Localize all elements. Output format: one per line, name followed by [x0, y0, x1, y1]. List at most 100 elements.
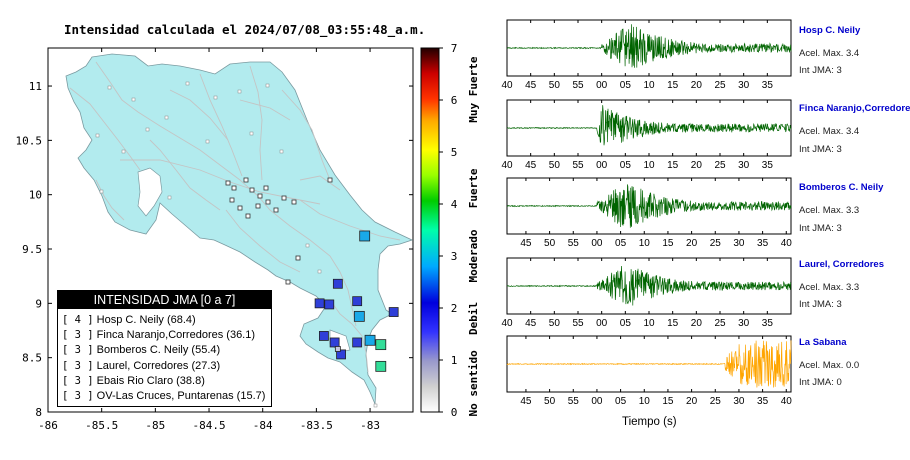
wave-tick-label: 55	[572, 160, 584, 171]
legend-header: INTENSIDAD JMA [0 a 7]	[58, 291, 271, 309]
wave-tick-label: 20	[691, 80, 703, 91]
colorbar-class-labels: No sentido Debil Moderado Fuerte Muy Fuerte	[467, 56, 480, 416]
wave-tick-label: 00	[591, 396, 603, 407]
station-jma: Int JMA: 3	[799, 299, 842, 310]
colorbar-tick-label: 1	[451, 354, 458, 367]
wave-tick-label: 50	[549, 318, 561, 329]
x-tick-label: -84	[253, 419, 273, 432]
intensity-stations[interactable]	[314, 230, 399, 372]
station-marker[interactable]	[352, 296, 363, 307]
station-name: Finca Naranjo,Corredores	[799, 103, 910, 114]
gulf-water	[137, 167, 163, 217]
station-marker[interactable]	[324, 299, 335, 310]
wave-tick-label: 25	[714, 80, 726, 91]
wave-tick-label: 50	[549, 80, 561, 91]
wave-tick-label: 10	[639, 396, 651, 407]
legend-item: [ 3 ] Finca Naranjo,Corredores (36.1)	[62, 329, 256, 342]
map-y-axis: 8 8.5 9 9.5 10 10.5 11	[16, 80, 413, 419]
colorbar-tick-label: 6	[451, 94, 458, 107]
colorbar-tick-label: 7	[451, 42, 458, 55]
wave-tick-label: 55	[568, 396, 580, 407]
seismic-network-sites	[95, 81, 378, 408]
station-marker[interactable]	[318, 331, 329, 341]
wave-tick-label: 05	[620, 318, 632, 329]
wave-tick-label: 35	[757, 238, 769, 249]
colorbar-tick-label: 2	[451, 302, 458, 315]
station-marker[interactable]	[314, 298, 325, 309]
wave-tick-label: 55	[572, 318, 584, 329]
wave-tick-label: 50	[544, 396, 556, 407]
waveform-trace	[506, 105, 792, 146]
station-marker[interactable]	[329, 337, 340, 348]
waveform-panel[interactable]: 45 50 55 00 05 10 15 20 25 30 35 40	[506, 335, 793, 407]
wave-tick-label: 25	[714, 160, 726, 171]
wave-tick-label: 45	[520, 396, 532, 407]
central-valley-sites	[225, 177, 333, 285]
station-marker[interactable]	[334, 346, 341, 352]
colorbar-tick-label: 4	[451, 198, 458, 211]
colorbar-ticks: 0 1 2 3 4 5 6 7	[439, 42, 458, 419]
legend-item: [ 3 ] OV-Las Cruces, Puntarenas (15.7)	[62, 390, 266, 403]
waveform-panels[interactable]: 40 45 50 55 00 05 10 15 20 25 30 35 40 45 50 55 00 05 10 15…	[501, 19, 793, 407]
wave-tick-label: 00	[596, 318, 608, 329]
colorbar-class-label: Muy Fuerte	[467, 56, 480, 123]
wave-tick-label: 30	[733, 396, 745, 407]
road-network	[69, 61, 401, 373]
wave-tick-label: 25	[710, 238, 722, 249]
wave-tick-label: 45	[520, 238, 532, 249]
waveform-panel[interactable]: 45 50 55 00 05 10 15 20 25 30 35 40	[506, 177, 793, 249]
wave-tick-label: 20	[686, 238, 698, 249]
wave-tick-label: 40	[781, 396, 793, 407]
wave-tick-label: 10	[639, 238, 651, 249]
station-marker[interactable]	[353, 310, 365, 322]
wave-tick-label: 35	[757, 396, 769, 407]
legend-item: [ 3 ] Laurel, Corredores (27.3)	[62, 359, 221, 372]
y-tick-label: 8.5	[22, 352, 42, 365]
wave-tick-label: 25	[710, 396, 722, 407]
wave-tick-label: 30	[738, 80, 750, 91]
wave-tick-label: 30	[738, 160, 750, 171]
wave-tick-label: 00	[596, 80, 608, 91]
station-jma: Int JMA: 3	[799, 65, 842, 76]
waveform-panel[interactable]: 40 45 50 55 00 05 10 15 20 25 30 35	[501, 99, 792, 171]
station-name: Hosp C. Neily	[799, 25, 861, 36]
station-marker[interactable]	[388, 307, 399, 317]
legend-item: [ 4 ] Hosp C. Neily (68.4)	[62, 314, 196, 326]
station-marker[interactable]	[364, 334, 376, 346]
station-name: Bomberos C. Neily	[799, 182, 884, 193]
time-axis-label: Tiempo (s)	[622, 416, 677, 428]
station-acc: Acel. Max. 3.3	[799, 205, 860, 216]
station-marker[interactable]	[332, 278, 343, 289]
wave-tick-label: 15	[667, 160, 679, 171]
wave-tick-label: 35	[762, 318, 774, 329]
wave-tick-label: 35	[762, 160, 774, 171]
station-marker[interactable]	[359, 230, 371, 242]
y-tick-label: 8	[35, 406, 42, 419]
wave-tick-label: 40	[781, 238, 793, 249]
station-marker[interactable]	[352, 337, 363, 348]
wave-tick-label: 30	[738, 318, 750, 329]
wave-tick-label: 10	[643, 318, 655, 329]
colorbar-class-label: Moderado	[467, 229, 480, 282]
station-marker[interactable]	[375, 339, 387, 351]
waveform-panel[interactable]: 40 45 50 55 00 05 10 15 20 25 30 35	[501, 19, 792, 91]
legend-item: [ 3 ] Bomberos C. Neily (55.4)	[62, 344, 221, 357]
x-tick-label: -86	[38, 419, 58, 432]
wave-tick-label: 05	[615, 238, 627, 249]
station-name: La Sabana	[799, 337, 847, 348]
station-jma: Int JMA: 3	[799, 223, 842, 234]
map-x-axis: -86 -85.5 -85 -84.5 -84 -83.5 -83	[38, 48, 380, 432]
wave-tick-label: 25	[714, 318, 726, 329]
map-title: Intensidad calculada el 2024/07/08_03:55…	[64, 22, 426, 37]
costa-rica-land[interactable]	[65, 53, 413, 405]
waveform-panel[interactable]: 40 45 50 55 00 05 10 15 20 25 30 35	[501, 257, 792, 329]
wave-tick-label: 50	[549, 160, 561, 171]
legend-item: [ 3 ] Ebais Rio Claro (38.8)	[62, 374, 205, 387]
wave-tick-label: 05	[620, 160, 632, 171]
station-jma: Int JMA: 0	[799, 377, 842, 388]
waveform-trace	[506, 340, 792, 388]
x-tick-label: -85.5	[85, 419, 118, 432]
station-marker[interactable]	[336, 349, 346, 360]
station-marker[interactable]	[375, 360, 387, 372]
